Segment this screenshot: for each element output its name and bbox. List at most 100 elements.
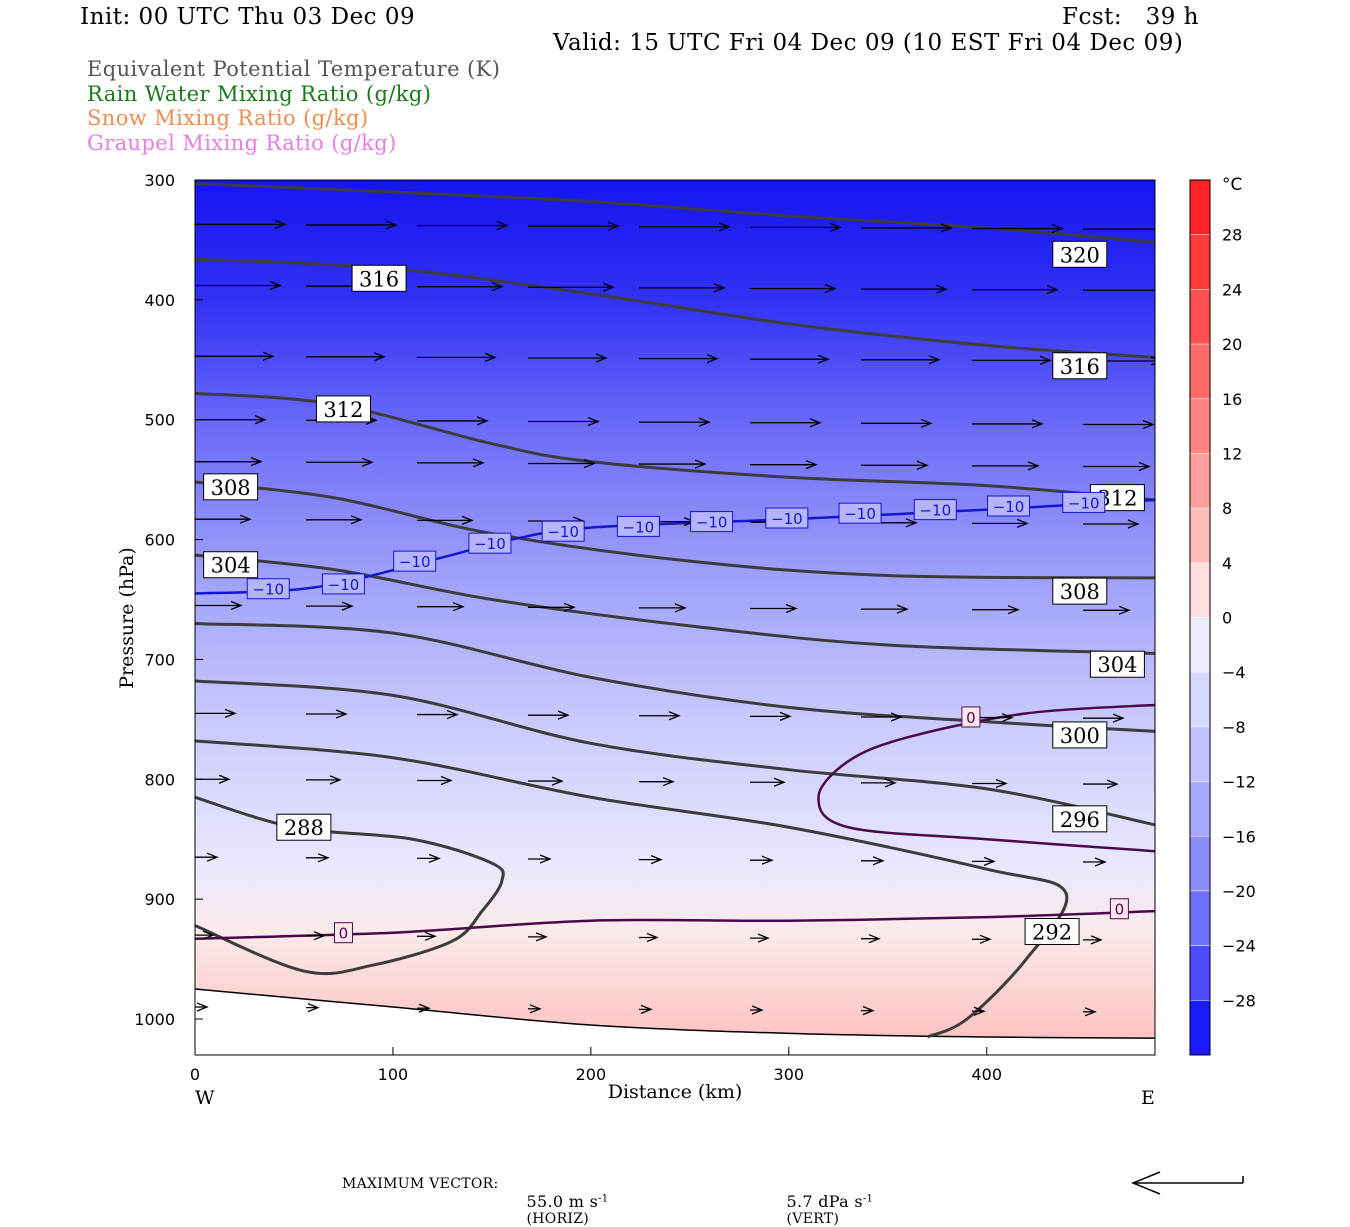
theta-e-label-text: 292 xyxy=(1032,921,1072,945)
legend-graupel: Graupel Mixing Ratio (g/kg) xyxy=(87,131,397,155)
colorbar: 28 24 20 16 12 8 4 0 −4 −8 −12 −16 −20 −24 −28 xyxy=(1189,179,1256,1056)
theta-e-label-text: 304 xyxy=(211,554,251,578)
colorbar-swatch xyxy=(1189,726,1211,782)
wind-vector xyxy=(750,460,818,470)
wind-vector xyxy=(750,1005,764,1015)
colorbar-swatch xyxy=(1189,507,1211,564)
theta-e-contour-300 xyxy=(195,621,1155,733)
temperature-field xyxy=(194,180,1156,1055)
isotherm-label-text: 0 xyxy=(1115,901,1125,919)
colorbar-frame xyxy=(1189,179,1211,1056)
isotherm-label: −10 xyxy=(541,520,585,542)
theta-e-contour-304 xyxy=(195,553,1155,655)
wind-vector xyxy=(639,1004,653,1015)
wind-vector xyxy=(639,353,719,364)
wind-vector xyxy=(861,712,903,722)
wind-vector xyxy=(528,458,596,469)
wind-vector xyxy=(861,223,953,233)
theta-e-label-300: 300 xyxy=(1052,721,1108,749)
isotherm-label-text: 0 xyxy=(966,709,976,727)
colorbar-tick-label: −28 xyxy=(1222,991,1256,1010)
theta-e-label-292: 292 xyxy=(1024,918,1080,946)
forecast-hour: Fcst: 39 h xyxy=(1062,4,1199,30)
wind-vector xyxy=(306,775,342,785)
vert-suffix: (VERT) xyxy=(786,1211,840,1227)
wind-vector xyxy=(528,416,600,427)
colorbar-tick-label: −8 xyxy=(1222,718,1246,737)
wind-vector xyxy=(750,855,774,865)
colorbar-tick-label: 12 xyxy=(1222,444,1242,463)
theta-e-label-308: 308 xyxy=(1052,577,1108,605)
y-axis-label: Pressure (hPa) xyxy=(116,547,138,689)
theta-e-label-296: 296 xyxy=(1052,805,1108,833)
wind-vector xyxy=(195,708,237,718)
colorbar-swatch xyxy=(1189,890,1211,946)
theta-e-label-text: 304 xyxy=(1097,653,1137,677)
isotherm-label: −10 xyxy=(913,499,957,521)
wind-vectors xyxy=(195,219,1155,1017)
wind-vector xyxy=(639,711,681,721)
theta-e-label-316: 316 xyxy=(351,264,407,292)
wind-vector xyxy=(417,515,474,525)
wind-vector xyxy=(528,282,615,292)
isotherm-label: 0 xyxy=(961,706,981,728)
horiz-suffix: (HORIZ) xyxy=(526,1211,590,1227)
wind-vector xyxy=(972,223,1064,234)
wind-vector xyxy=(639,283,726,293)
wind-vector xyxy=(306,601,354,611)
east-label: E xyxy=(1141,1087,1155,1109)
colorbar-swatch xyxy=(1189,289,1211,345)
isotherm-label-text: −10 xyxy=(696,514,728,532)
field-gradient xyxy=(195,180,1155,1055)
wind-vector xyxy=(1083,605,1131,615)
isotherm-0-1 xyxy=(195,909,1155,940)
x-tick-label: 100 xyxy=(378,1065,409,1084)
wind-vector xyxy=(639,459,707,469)
isotherm-label-text: −10 xyxy=(328,576,360,594)
colorbar-swatch xyxy=(1189,562,1211,618)
wind-vector xyxy=(861,1006,875,1016)
theta-e-label-text: 312 xyxy=(323,398,363,422)
wind-vector xyxy=(972,355,1052,365)
wind-vector xyxy=(861,284,948,294)
wind-vector xyxy=(195,852,219,862)
horiz-value: 55.0 m s xyxy=(526,1192,599,1211)
wind-vector xyxy=(528,710,570,720)
horiz-max-vector: 55.0 m s-1 (HORIZ) xyxy=(517,1176,609,1227)
colorbar-tick-label: −4 xyxy=(1222,663,1246,682)
colorbar-swatch xyxy=(1189,617,1211,673)
colorbar-tick-label: 28 xyxy=(1222,226,1242,245)
isotherm-label: −10 xyxy=(1062,491,1106,513)
wind-vector xyxy=(972,778,1008,789)
x-tick-label: 300 xyxy=(774,1065,805,1084)
wind-vector xyxy=(972,518,1029,528)
theta-e-label-304: 304 xyxy=(203,551,259,579)
wind-vector xyxy=(528,353,608,363)
cross-section-chart: 320316316312312308308304304300296292288−… xyxy=(116,171,1256,1195)
wind-vector xyxy=(750,777,786,787)
wind-vector xyxy=(861,604,909,614)
y-tick-label: 600 xyxy=(144,531,175,550)
theta-e-label-text: 308 xyxy=(1060,580,1100,604)
legend-rain: Rain Water Mixing Ratio (g/kg) xyxy=(87,82,432,106)
colorbar-tick-label: −20 xyxy=(1222,882,1256,901)
valid-time: Valid: 15 UTC Fri 04 Dec 09 (10 EST Fri … xyxy=(553,30,1184,56)
wind-vector xyxy=(306,931,326,941)
wind-vector xyxy=(750,418,822,428)
wind-vector xyxy=(861,460,929,470)
colorbar-tick-label: −12 xyxy=(1222,773,1256,792)
colorbar-swatch xyxy=(1189,781,1211,837)
wind-vector xyxy=(639,603,687,613)
legend-snow: Snow Mixing Ratio (g/kg) xyxy=(87,106,369,130)
wind-vector xyxy=(417,775,453,786)
colorbar-tick-label: 16 xyxy=(1222,390,1242,409)
isotherm-label: −10 xyxy=(690,511,734,533)
wind-vector xyxy=(195,280,282,291)
theta-e-label-312: 312 xyxy=(315,395,371,423)
isotherm-label-text: −10 xyxy=(844,505,876,523)
wind-vector xyxy=(750,933,770,943)
isotherm-label: −10 xyxy=(765,507,809,529)
colorbar-swatch xyxy=(1189,453,1211,509)
wind-vector xyxy=(750,222,842,232)
y-tick-label: 500 xyxy=(144,411,175,430)
